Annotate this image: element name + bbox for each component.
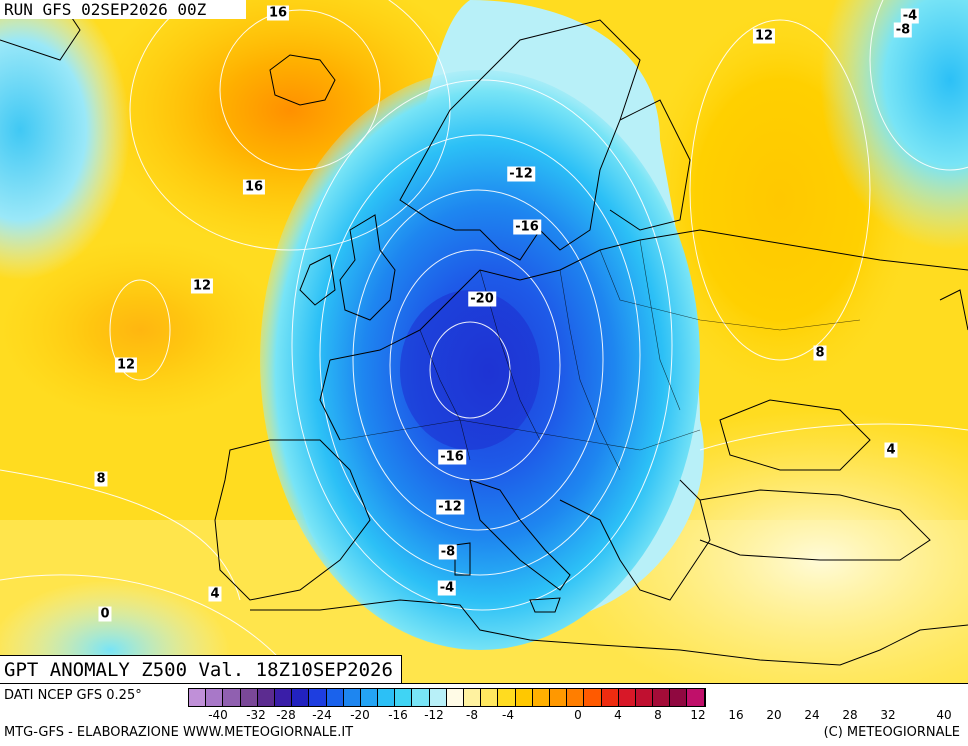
scale-swatch bbox=[326, 689, 344, 706]
scale-tick-label: -32 bbox=[246, 708, 266, 722]
contour-label: -8 bbox=[438, 544, 458, 560]
scale-tick-label: -28 bbox=[276, 708, 296, 722]
scale-swatch bbox=[189, 689, 207, 706]
anomaly-map: RUN GFS 02SEP2026 00Z 16 16 12 12 8 4 0 … bbox=[0, 0, 968, 683]
scale-swatch bbox=[274, 689, 293, 706]
scale-tick-label: 20 bbox=[766, 708, 782, 722]
contour-label: 12 bbox=[114, 357, 138, 373]
scale-swatch bbox=[292, 689, 310, 706]
scale-tick-label: -16 bbox=[388, 708, 408, 722]
contour-label: 4 bbox=[208, 586, 222, 602]
contour-label: 16 bbox=[266, 5, 290, 21]
scale-tick-label: -20 bbox=[350, 708, 370, 722]
scale-swatch bbox=[584, 689, 602, 706]
contour-label: -4 bbox=[437, 580, 457, 596]
credit-right: (C) METEOGIORNALE bbox=[823, 725, 960, 740]
scale-swatch bbox=[464, 689, 482, 706]
scale-swatch bbox=[240, 689, 258, 706]
contour-label: 8 bbox=[94, 471, 108, 487]
scale-swatch bbox=[498, 689, 516, 706]
contour-label: 12 bbox=[752, 28, 776, 44]
coastlines bbox=[0, 0, 968, 666]
scale-swatch bbox=[360, 689, 379, 706]
scale-swatch bbox=[670, 689, 688, 706]
scale-swatch bbox=[343, 689, 361, 706]
footer: DATI NCEP GFS 0.25° -40 -32 -28 -24 -20 -16 -1… bbox=[0, 683, 968, 746]
scale-swatch bbox=[549, 689, 568, 706]
contour-lines bbox=[0, 0, 968, 683]
scale-swatch bbox=[567, 689, 585, 706]
scale-swatch bbox=[206, 689, 224, 706]
scale-tick-label: 32 bbox=[880, 708, 896, 722]
contour-label: 16 bbox=[242, 179, 266, 195]
color-scale bbox=[188, 688, 706, 707]
contour-label: 0 bbox=[98, 606, 112, 622]
scale-tick-label: -12 bbox=[424, 708, 444, 722]
contour-label: -16 bbox=[438, 449, 466, 465]
credit-left: MTG-GFS - ELABORAZIONE WWW.METEOGIORNALE… bbox=[4, 725, 354, 740]
scale-swatch bbox=[378, 689, 396, 706]
data-source: DATI NCEP GFS 0.25° bbox=[4, 688, 142, 703]
scale-tick-label: -8 bbox=[466, 708, 478, 722]
contour-label: -4 bbox=[900, 8, 920, 24]
scale-swatch bbox=[635, 689, 654, 706]
scale-tick-label: -4 bbox=[502, 708, 514, 722]
scale-tick-label: 24 bbox=[804, 708, 820, 722]
scale-swatch bbox=[515, 689, 533, 706]
scale-tick-label: 40 bbox=[936, 708, 952, 722]
trough-west-atlantic bbox=[0, 0, 130, 280]
contour-label: -16 bbox=[513, 219, 541, 235]
scale-swatch bbox=[446, 689, 464, 706]
scale-tick-label: 12 bbox=[690, 708, 706, 722]
scale-swatch bbox=[532, 689, 550, 706]
scale-swatch bbox=[481, 689, 499, 706]
trough-core bbox=[400, 290, 540, 450]
scale-swatch bbox=[653, 689, 671, 706]
scale-swatch bbox=[257, 689, 275, 706]
scale-swatch bbox=[412, 689, 430, 706]
contour-label: -12 bbox=[436, 499, 464, 515]
scale-tick-label: 16 bbox=[728, 708, 744, 722]
contour-label: -12 bbox=[507, 166, 535, 182]
scale-swatch bbox=[429, 689, 447, 706]
contour-label: 8 bbox=[813, 345, 827, 361]
scale-swatch bbox=[618, 689, 636, 706]
run-label: RUN GFS 02SEP2026 00Z bbox=[0, 0, 247, 19]
scale-swatch bbox=[601, 689, 619, 706]
contour-label: -8 bbox=[893, 22, 913, 38]
scale-tick-label: 28 bbox=[842, 708, 858, 722]
contour-label: 12 bbox=[190, 278, 214, 294]
scale-swatch bbox=[223, 689, 241, 706]
scale-swatch bbox=[309, 689, 327, 706]
contour-label: -20 bbox=[468, 291, 496, 307]
map-title: GPT ANOMALY Z500 Val. 18Z10SEP2026 bbox=[0, 655, 402, 683]
scale-tick-label: 8 bbox=[654, 708, 662, 722]
trough-northeast bbox=[820, 0, 968, 250]
scale-swatch bbox=[395, 689, 413, 706]
scale-swatch bbox=[687, 689, 705, 706]
contour-label: 4 bbox=[884, 442, 898, 458]
scale-tick-label: 4 bbox=[614, 708, 622, 722]
map-canvas bbox=[0, 0, 968, 683]
scale-tick-label: 0 bbox=[574, 708, 582, 722]
scale-tick-label: -40 bbox=[208, 708, 228, 722]
color-scale-ticks: -40 -32 -28 -24 -20 -16 -12 -8 -4 0 4 8 12 16 20 24 28 32… bbox=[188, 708, 968, 724]
scale-tick-label: -24 bbox=[312, 708, 332, 722]
